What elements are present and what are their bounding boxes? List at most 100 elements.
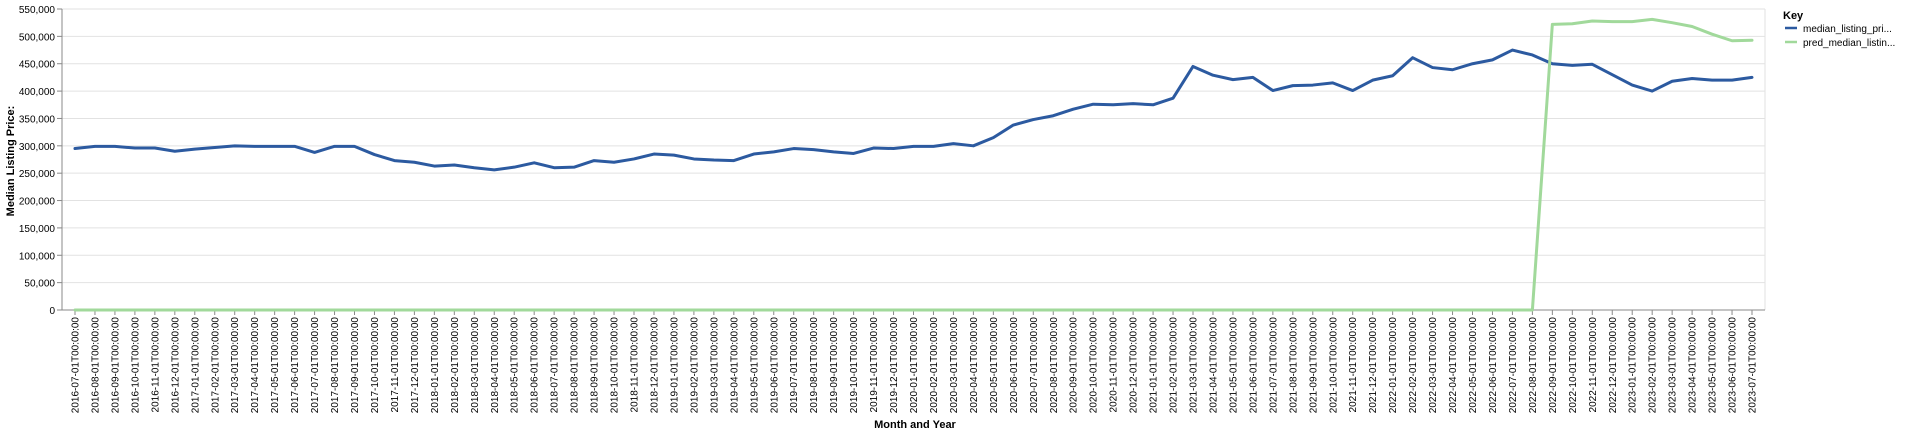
x-tick-label: 2020-12-01T00:00:00 <box>1129 317 1140 414</box>
x-tick-label: 2019-02-01T00:00:00 <box>689 317 700 414</box>
x-tick-label: 2021-05-01T00:00:00 <box>1228 317 1239 414</box>
y-tick-label: 400,000 <box>19 87 56 98</box>
x-tick-label: 2020-10-01T00:00:00 <box>1089 317 1100 414</box>
x-tick-label: 2023-03-01T00:00:00 <box>1668 317 1679 414</box>
x-tick-label: 2016-11-01T00:00:00 <box>150 317 161 413</box>
x-tick-label: 2017-06-01T00:00:00 <box>290 317 301 414</box>
x-tick-label: 2020-11-01T00:00:00 <box>1109 317 1120 413</box>
x-tick-label: 2020-05-01T00:00:00 <box>989 317 1000 414</box>
x-tick-label: 2017-09-01T00:00:00 <box>350 317 361 414</box>
x-axis: 2016-07-01T00:00:00 2016-08-01T00:00:00 20… <box>62 309 1765 414</box>
x-tick-label: 2021-10-01T00:00:00 <box>1328 317 1339 414</box>
x-tick-label: 2022-07-01T00:00:00 <box>1508 317 1519 414</box>
x-tick-label: 2019-05-01T00:00:00 <box>749 317 760 414</box>
x-tick-label: 2017-03-01T00:00:00 <box>230 317 241 414</box>
x-tick-label: 2021-06-01T00:00:00 <box>1248 317 1259 414</box>
x-tick-label: 2017-04-01T00:00:00 <box>250 317 261 414</box>
x-tick-label: 2020-09-01T00:00:00 <box>1069 317 1080 414</box>
x-tick-label: 2022-05-01T00:00:00 <box>1468 317 1479 414</box>
y-tick-label: 200,000 <box>19 197 56 208</box>
x-tick-label: 2018-07-01T00:00:00 <box>550 317 561 414</box>
x-tick-label: 2022-12-01T00:00:00 <box>1608 317 1619 414</box>
x-tick-label: 2017-07-01T00:00:00 <box>310 317 321 414</box>
x-tick-label: 2019-10-01T00:00:00 <box>849 317 860 414</box>
y-tick-label: 450,000 <box>19 60 56 71</box>
x-tick-label: 2019-07-01T00:00:00 <box>789 317 800 414</box>
x-tick-label: 2019-12-01T00:00:00 <box>889 317 900 414</box>
x-tick-label: 2022-03-01T00:00:00 <box>1428 317 1439 414</box>
legend-title: Key <box>1783 10 1804 22</box>
x-tick-label: 2020-08-01T00:00:00 <box>1049 317 1060 414</box>
x-tick-label: 2016-07-01T00:00:00 <box>71 317 82 414</box>
x-tick-label: 2018-04-01T00:00:00 <box>490 317 501 414</box>
x-tick-label: 2018-01-01T00:00:00 <box>430 317 441 414</box>
x-tick-label: 2018-03-01T00:00:00 <box>470 317 481 414</box>
x-tick-label: 2016-10-01T00:00:00 <box>130 317 141 414</box>
y-axis: 0 50,000 100,000 150,000 200,000 250,000 300,0… <box>19 5 63 317</box>
x-tick-label: 2022-02-01T00:00:00 <box>1408 317 1419 414</box>
y-tick-label: 50,000 <box>24 279 55 290</box>
x-tick-label: 2018-06-01T00:00:00 <box>530 317 541 414</box>
x-tick-label: 2017-12-01T00:00:00 <box>410 317 421 414</box>
x-tick-label: 2021-09-01T00:00:00 <box>1308 317 1319 414</box>
x-tick-label: 2018-08-01T00:00:00 <box>570 317 581 414</box>
x-tick-label: 2018-05-01T00:00:00 <box>510 317 521 414</box>
x-tick-label: 2022-10-01T00:00:00 <box>1568 317 1579 414</box>
x-tick-label: 2023-02-01T00:00:00 <box>1648 317 1659 414</box>
x-tick-label: 2023-06-01T00:00:00 <box>1728 317 1739 414</box>
x-tick-label: 2019-03-01T00:00:00 <box>709 317 720 414</box>
x-tick-label: 2017-11-01T00:00:00 <box>390 317 401 413</box>
x-tick-label: 2018-02-01T00:00:00 <box>450 317 461 414</box>
x-tick-label: 2019-04-01T00:00:00 <box>729 317 740 414</box>
x-tick-label: 2021-11-01T00:00:00 <box>1348 317 1359 413</box>
y-tick-label: 0 <box>49 306 55 317</box>
x-tick-label: 2018-09-01T00:00:00 <box>590 317 601 414</box>
x-tick-label: 2016-08-01T00:00:00 <box>90 317 101 414</box>
x-tick-label: 2021-12-01T00:00:00 <box>1368 317 1379 414</box>
x-tick-label: 2022-06-01T00:00:00 <box>1488 317 1499 414</box>
x-tick-label: 2021-02-01T00:00:00 <box>1169 317 1180 414</box>
x-tick-label: 2021-07-01T00:00:00 <box>1268 317 1279 414</box>
x-axis-title: Month and Year <box>874 419 956 431</box>
series-layer <box>73 17 1754 312</box>
x-tick-label: 2017-08-01T00:00:00 <box>330 317 341 414</box>
y-tick-label: 300,000 <box>19 142 56 153</box>
y-tick-label: 550,000 <box>19 5 56 16</box>
y-tick-label: 500,000 <box>19 32 56 43</box>
grid-lines <box>62 8 1766 311</box>
x-tick-label: 2020-06-01T00:00:00 <box>1009 317 1020 414</box>
y-tick-label: 150,000 <box>19 224 56 235</box>
series-line <box>73 17 1754 312</box>
x-tick-label: 2017-10-01T00:00:00 <box>370 317 381 414</box>
x-tick-label: 2023-04-01T00:00:00 <box>1688 317 1699 414</box>
x-tick-label: 2020-02-01T00:00:00 <box>929 317 940 414</box>
series-line <box>73 48 1754 172</box>
legend-label: pred_median_listin... <box>1803 38 1895 49</box>
x-tick-label: 2021-04-01T00:00:00 <box>1208 317 1219 414</box>
legend-label: median_listing_pri... <box>1803 24 1892 35</box>
x-tick-label: 2016-12-01T00:00:00 <box>170 317 181 414</box>
y-tick-label: 350,000 <box>19 114 56 125</box>
x-tick-label: 2017-05-01T00:00:00 <box>270 317 281 414</box>
x-tick-label: 2019-11-01T00:00:00 <box>869 317 880 413</box>
x-tick-label: 2022-01-01T00:00:00 <box>1388 317 1399 414</box>
x-tick-label: 2023-07-01T00:00:00 <box>1748 317 1759 414</box>
x-tick-label: 2022-09-01T00:00:00 <box>1548 317 1559 414</box>
x-tick-label: 2017-01-01T00:00:00 <box>190 317 201 414</box>
x-tick-label: 2023-05-01T00:00:00 <box>1708 317 1719 414</box>
x-tick-label: 2016-09-01T00:00:00 <box>110 317 121 414</box>
x-tick-label: 2022-11-01T00:00:00 <box>1588 317 1599 413</box>
x-tick-label: 2020-01-01T00:00:00 <box>909 317 920 414</box>
x-tick-label: 2021-01-01T00:00:00 <box>1149 317 1160 414</box>
x-tick-label: 2020-04-01T00:00:00 <box>969 317 980 414</box>
x-tick-label: 2021-03-01T00:00:00 <box>1189 317 1200 414</box>
x-tick-label: 2018-12-01T00:00:00 <box>649 317 660 414</box>
x-tick-label: 2020-03-01T00:00:00 <box>949 317 960 414</box>
y-tick-label: 100,000 <box>19 251 56 262</box>
x-tick-label: 2021-08-01T00:00:00 <box>1288 317 1299 414</box>
legend: Key median_listing_pri... pred_median_lis… <box>1783 10 1895 49</box>
x-tick-label: 2019-01-01T00:00:00 <box>669 317 680 414</box>
x-tick-label: 2022-08-01T00:00:00 <box>1528 317 1539 414</box>
